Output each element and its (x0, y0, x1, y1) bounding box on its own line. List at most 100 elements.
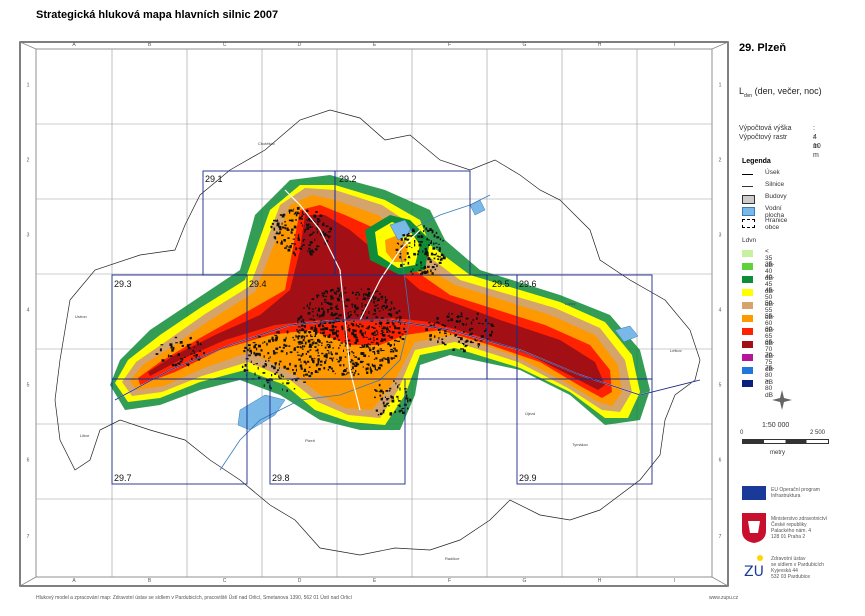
grid-column-label: F (448, 578, 451, 584)
legend-item-label: Budovy (765, 193, 787, 200)
place-labels: Chotěšov Ustron Litice Plzeň Lobzy Újezd Tymák… (75, 141, 682, 561)
grid-row-label: 1 (719, 83, 722, 89)
grid-column-label: I (674, 578, 675, 584)
footer-url[interactable]: www.zupu.cz (709, 595, 739, 601)
grid-row-label: 6 (27, 458, 30, 464)
zu-logo-icon: ZU (742, 552, 766, 580)
noise-swatch-icon (742, 315, 753, 322)
noise-class-label: < 35 dB (765, 248, 773, 269)
noise-swatch-icon (742, 289, 753, 296)
grid-row-label: 3 (719, 233, 722, 239)
noise-swatch-icon (742, 380, 753, 387)
grid-column-label: H (598, 42, 602, 48)
grid-column-label: H (598, 578, 602, 584)
zu-text: Zdravotní ústav se sídlem v Pardubicích … (771, 556, 825, 580)
grid-row-label: 4 (719, 308, 722, 314)
legend-item-label: Úsek (765, 169, 780, 176)
tile-label[interactable]: 29.3 (114, 279, 132, 289)
noise-swatch-icon (742, 302, 753, 309)
grid-column-label: C (223, 42, 227, 48)
noise-swatch-icon (742, 250, 753, 257)
grid-row-label: 6 (719, 458, 722, 464)
noise-class-label: 70-75 dB (765, 352, 775, 373)
svg-text:ZU: ZU (744, 564, 764, 580)
grid-row-label: 7 (719, 534, 722, 540)
tile-labels: 29.1 29.2 29.3 29.4 29.5 29.6 29.7 29.8 29.9 (114, 174, 537, 483)
line-thick-icon (742, 174, 753, 175)
grid-column-label: B (148, 578, 152, 584)
noise-swatch-icon (742, 328, 753, 335)
metric-label: Ldvn (den, večer, noc) (739, 86, 822, 99)
czech-coat-of-arms-icon (742, 513, 766, 543)
place-label: Ustron (75, 314, 87, 319)
noise-class-label: 45-50 dB (765, 287, 775, 308)
main-road (114, 319, 701, 401)
grid-row-label: 2 (27, 158, 30, 164)
tile-label[interactable]: 29.7 (114, 473, 132, 483)
grid-column-label: G (523, 578, 527, 584)
noise-swatch-icon (742, 354, 753, 361)
grid-column-label: A (72, 42, 76, 48)
column-labels: A A B B C C D D E E F F G G H H I I (72, 42, 675, 584)
place-label: Radčice (445, 556, 460, 561)
grid-row-label: 1 (27, 83, 30, 89)
grid-column-label: F (448, 42, 451, 48)
frame-corners (19, 41, 729, 587)
noise-class-label: 40-45 dB (765, 274, 775, 295)
noise-class-label: 75-80 dB (765, 365, 775, 386)
noise-class-label: > 80 dB (765, 378, 773, 399)
tile-label[interactable]: 29.9 (519, 473, 537, 483)
scale-right: 2 500 (810, 430, 826, 436)
tile-label[interactable]: 29.8 (272, 473, 290, 483)
scale-ratio: 1:50 000 (762, 422, 790, 429)
tile-label[interactable]: 29.6 (519, 279, 537, 289)
noise-swatch-icon (742, 341, 753, 348)
grid-column-label: E (373, 42, 377, 48)
eu-text: EU Operační program Infrastruktura (771, 487, 820, 499)
place-label: Lobzy (565, 301, 576, 306)
eu-flag-icon (742, 486, 766, 500)
buildings (155, 207, 495, 416)
municipality-boundary (54, 109, 701, 556)
legend-title: Legenda (742, 158, 771, 165)
grid-row-label: 3 (27, 233, 30, 239)
noise-class-label: 50-55 dB (765, 300, 775, 321)
noise-swatch-icon (742, 263, 753, 270)
grid-column-label: A (72, 578, 76, 584)
grid-row-label: 2 (719, 158, 722, 164)
tile-label[interactable]: 29.4 (249, 279, 267, 289)
row-labels: 1 1 2 2 3 3 4 4 5 5 6 6 7 7 (27, 83, 722, 541)
box-dashed-icon (742, 219, 755, 228)
place-label: Újezd (525, 411, 535, 416)
grid-column-label: B (148, 42, 152, 48)
line-thin-icon (742, 186, 753, 187)
north-arrow-icon (772, 390, 792, 410)
ldvn-label: Ldvn (742, 237, 757, 244)
place-label: Chotěšov (258, 141, 275, 146)
place-label: Tymákov (572, 442, 588, 447)
place-label: Letkov (670, 348, 682, 353)
area-title: 29. Plzeň (739, 42, 787, 54)
noise-class-label: 60-65 dB (765, 326, 775, 347)
calc-params: Výpočtová výška: 4 m Výpočtový rastr: 10… (739, 125, 821, 159)
box-gray-icon (742, 195, 755, 204)
legend-item-label: Vodní plocha (765, 205, 785, 219)
box-blue-icon (742, 207, 755, 216)
legend-item-label: Silnice (765, 181, 785, 188)
noise-swatch-icon (742, 367, 753, 374)
place-label: Litice (80, 433, 90, 438)
scale-bar (742, 439, 829, 444)
tile-label[interactable]: 29.1 (205, 174, 223, 184)
grid-column-label: I (674, 42, 675, 48)
tile-label[interactable]: 29.5 (492, 279, 510, 289)
noise-class-label: 35-40 dB (765, 261, 775, 282)
footer-credits: Hlukový model a zpracování map: Zdravotn… (36, 595, 352, 601)
noise-swatch-icon (742, 276, 753, 283)
scale-left: 0 (740, 430, 744, 436)
grid-column-label: D (298, 578, 302, 584)
grid-column-label: C (223, 578, 227, 584)
noise-class-label: 65-70 dB (765, 339, 775, 360)
grid-column-label: G (523, 42, 527, 48)
tile-label[interactable]: 29.2 (339, 174, 357, 184)
